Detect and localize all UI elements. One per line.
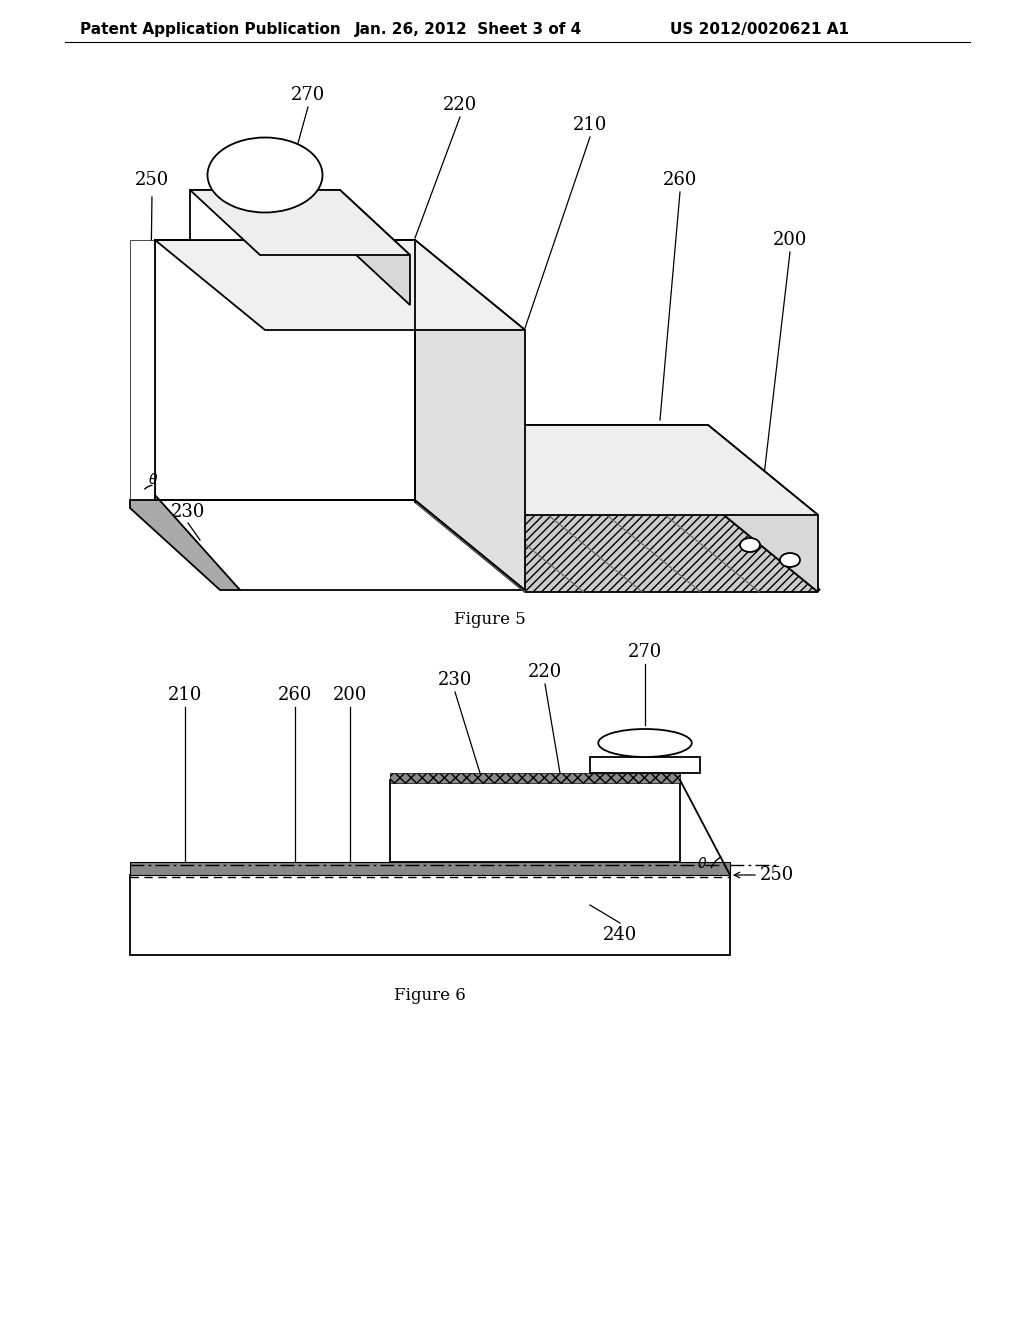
Ellipse shape	[740, 539, 760, 552]
Text: 230: 230	[438, 671, 472, 689]
Text: 210: 210	[572, 116, 607, 135]
Text: US 2012/0020621 A1: US 2012/0020621 A1	[670, 22, 849, 37]
Bar	[590, 756, 700, 774]
Text: 200: 200	[773, 231, 807, 249]
Text: Jan. 26, 2012  Sheet 3 of 4: Jan. 26, 2012 Sheet 3 of 4	[355, 22, 583, 37]
Text: 210: 210	[168, 686, 202, 704]
Text: 220: 220	[442, 96, 477, 114]
Polygon shape	[155, 240, 415, 500]
Bar	[390, 780, 680, 862]
Polygon shape	[708, 425, 818, 591]
Bar	[130, 862, 730, 875]
Text: 270: 270	[628, 643, 663, 661]
Bar	[130, 875, 730, 954]
Text: $\theta$: $\theta$	[697, 855, 708, 870]
Polygon shape	[415, 240, 525, 590]
Polygon shape	[130, 240, 155, 500]
Polygon shape	[340, 190, 410, 305]
Polygon shape	[190, 190, 340, 240]
Polygon shape	[415, 425, 818, 515]
Polygon shape	[130, 495, 240, 590]
Text: 270: 270	[291, 86, 326, 104]
Ellipse shape	[208, 137, 323, 213]
Ellipse shape	[598, 729, 692, 756]
Text: $\theta$: $\theta$	[148, 473, 159, 487]
Text: 260: 260	[663, 172, 697, 189]
Ellipse shape	[780, 553, 800, 568]
Text: 260: 260	[278, 686, 312, 704]
Polygon shape	[190, 190, 410, 255]
Text: 230: 230	[171, 503, 205, 521]
Text: Patent Application Publication: Patent Application Publication	[80, 22, 341, 37]
Text: 200: 200	[333, 686, 368, 704]
Text: 250: 250	[760, 866, 795, 884]
Text: 240: 240	[603, 927, 637, 944]
Polygon shape	[415, 425, 708, 502]
Bar	[390, 774, 680, 783]
Polygon shape	[130, 500, 820, 590]
Text: 250: 250	[135, 172, 169, 189]
Text: 220: 220	[528, 663, 562, 681]
Text: Figure 5: Figure 5	[454, 611, 526, 628]
Polygon shape	[415, 502, 818, 591]
Polygon shape	[155, 240, 525, 330]
Text: Figure 6: Figure 6	[394, 986, 466, 1003]
